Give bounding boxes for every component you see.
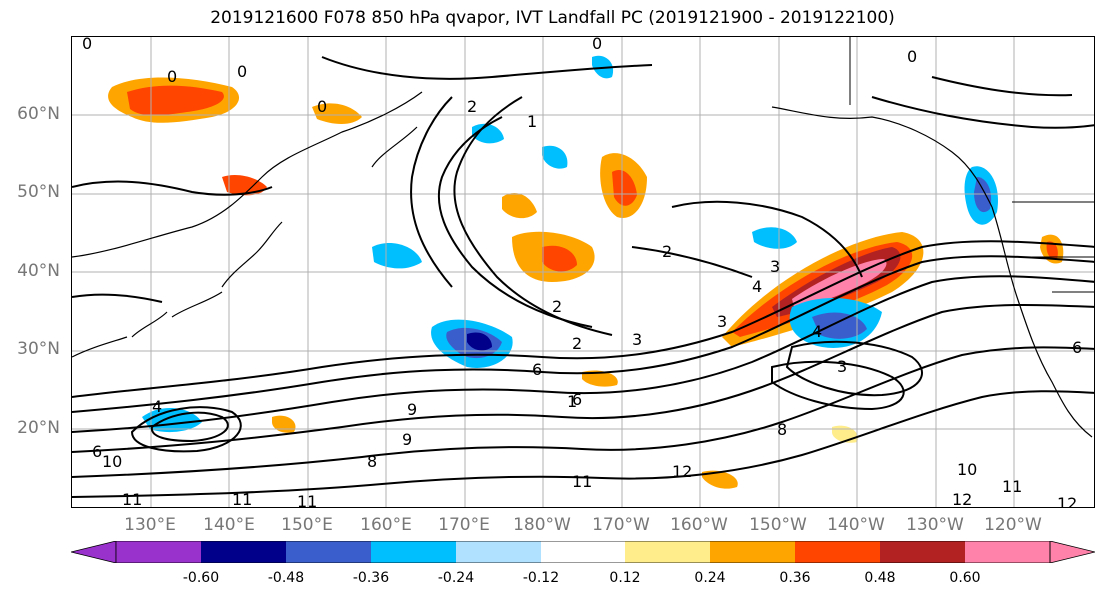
svg-text:0: 0 [82,37,92,53]
colorbar-tick-label: -0.48 [267,570,305,586]
svg-text:6: 6 [572,390,582,409]
lon-label-170e: 170°E [438,515,490,535]
lon-label-170w: 170°W [592,515,650,535]
colorbar-bin [286,541,371,563]
colorbar-bin [625,541,710,563]
contour-labels: 0 0 0 0 0 0 2 1 2 2 3 4 3 2 1 3 4 3 6 4 … [82,37,1082,508]
lon-label-140e: 140°E [203,515,255,535]
svg-text:3: 3 [632,330,642,349]
svg-text:1: 1 [567,392,577,411]
ivt-contours [72,56,1094,498]
svg-text:8: 8 [367,452,377,471]
svg-text:0: 0 [167,67,177,86]
lat-label-50n: 50°N [17,182,60,202]
graticule [72,37,1094,507]
lon-label-130w: 130°W [906,515,964,535]
colorbar-tick-label: 0.60 [949,570,981,586]
colorbar-tick-label: 0.12 [609,570,641,586]
svg-text:3: 3 [770,257,780,276]
svg-text:2: 2 [467,97,477,116]
map-title: 2019121600 F078 850 hPa qvapor, IVT Land… [210,8,895,28]
lat-label-20n: 20°N [17,418,60,438]
svg-text:9: 9 [407,400,417,419]
lat-label-40n: 40°N [17,261,60,281]
lon-label-140w: 140°W [827,515,885,535]
colorbar-tick-label: 0.36 [779,570,811,586]
svg-text:11: 11 [232,490,252,508]
svg-text:8: 8 [777,420,787,439]
lon-label-120w: 120°W [984,515,1042,535]
svg-text:4: 4 [752,277,762,296]
colorbar-bin [201,541,286,563]
lon-label-180w: 180°W [513,515,571,535]
map-panel: 0 0 0 0 0 0 2 1 2 2 3 4 3 2 1 3 4 3 6 4 … [71,36,1095,508]
map-canvas: 0 0 0 0 0 0 2 1 2 2 3 4 3 2 1 3 4 3 6 4 … [72,37,1094,508]
lon-label-160e: 160°E [360,515,412,535]
svg-text:3: 3 [717,312,727,331]
svg-text:6: 6 [92,442,102,461]
colorbar-tick-label: 0.24 [694,570,726,586]
lat-label-30n: 30°N [17,339,60,359]
colorbar-bin [541,541,625,563]
svg-text:6: 6 [532,360,542,379]
svg-text:2: 2 [572,334,582,353]
svg-text:4: 4 [812,322,822,341]
svg-text:0: 0 [237,62,247,81]
svg-text:4: 4 [152,397,162,416]
colorbar-bin [116,541,201,563]
colorbar-extend-low [71,541,117,563]
colorbar-outline [115,541,1051,563]
coastlines [72,37,1094,438]
svg-text:9: 9 [402,430,412,449]
colorbar-bin [965,541,1050,563]
svg-text:6: 6 [1072,338,1082,357]
svg-text:0: 0 [907,47,917,66]
svg-text:12: 12 [1057,494,1077,508]
svg-text:12: 12 [672,462,692,481]
svg-text:0: 0 [592,37,602,53]
svg-text:2: 2 [552,297,562,316]
colorbar-bin [456,541,541,563]
lon-label-150w: 150°W [749,515,807,535]
svg-text:11: 11 [297,492,317,508]
svg-text:0: 0 [317,97,327,116]
colorbar-tick-label: -0.12 [522,570,560,586]
colorbar-bin [710,541,795,563]
svg-text:3: 3 [837,357,847,376]
svg-text:11: 11 [572,472,592,491]
colorbar-tick-label: -0.60 [182,570,220,586]
svg-text:1: 1 [527,112,537,131]
colorbar [71,541,1095,563]
colorbar-tick-label: 0.48 [864,570,896,586]
colorbar-tick-label: -0.36 [352,570,390,586]
colorbar-bin [371,541,456,563]
lat-label-60n: 60°N [17,104,60,124]
colorbar-bin [880,541,965,563]
lon-label-160w: 160°W [670,515,728,535]
svg-text:10: 10 [957,460,977,479]
svg-text:12: 12 [952,490,972,508]
svg-text:11: 11 [1002,477,1022,496]
lon-label-130e: 130°E [124,515,176,535]
colorbar-tick-label: -0.24 [437,570,475,586]
lon-label-150e: 150°E [281,515,333,535]
colorbar-bin [795,541,880,563]
svg-text:2: 2 [662,242,672,261]
svg-text:10: 10 [102,452,122,471]
colorbar-extend-high [1049,541,1095,563]
svg-text:11: 11 [122,490,142,508]
